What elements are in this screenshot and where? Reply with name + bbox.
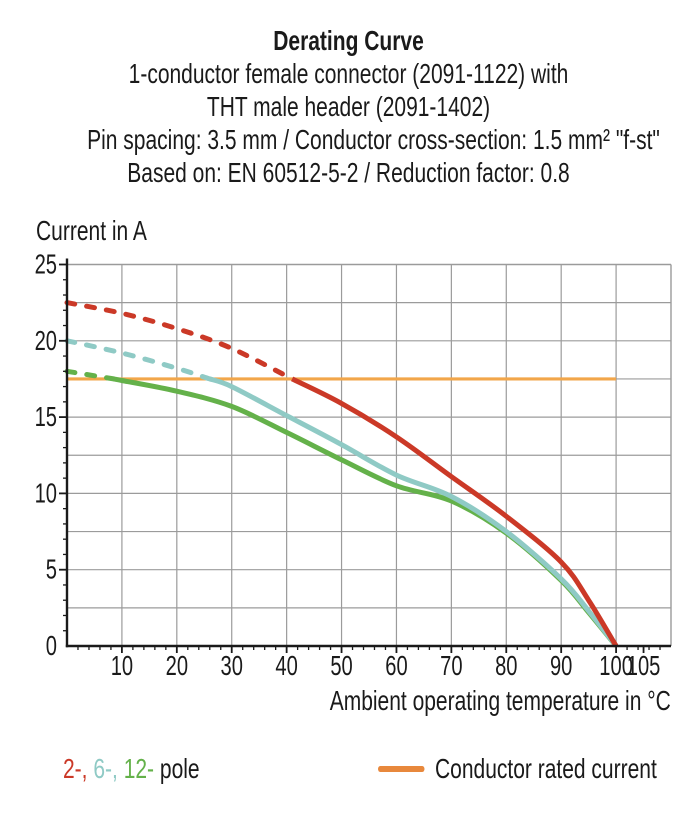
legend-pole-part: 2-, xyxy=(63,753,88,784)
legend-rated-label: Conductor rated current xyxy=(435,753,657,784)
y-tick-label: 20 xyxy=(35,326,57,357)
x-tick-label: 90 xyxy=(550,651,572,682)
curve-2-pole-solid xyxy=(290,376,619,648)
legend-pole-colored-parts: 2-, 6-, 12- xyxy=(63,753,154,784)
legend-rated-current: Conductor rated current xyxy=(378,753,657,785)
legend-pole-suffix: pole xyxy=(154,753,200,784)
chart-subtitle-line-3: Pin spacing: 3.5 mm / Conductor cross-se… xyxy=(87,124,660,155)
y-tick-label: 25 xyxy=(35,249,57,280)
y-tick-label: 5 xyxy=(46,555,57,586)
chart-subtitle-line-1: 1-conductor female connector (2091-1122)… xyxy=(128,58,569,89)
rated-current-line-swatch-icon xyxy=(378,766,425,772)
curve-6-pole-solid xyxy=(208,376,619,648)
chart-title: Derating Curve xyxy=(273,25,424,56)
x-tick-label: 105 xyxy=(627,651,661,682)
chart-subtitle-line-4: Based on: EN 60512-5-2 / Reduction facto… xyxy=(127,157,570,188)
x-tick-label: 30 xyxy=(221,651,243,682)
legend-pole-counts: 2-, 6-, 12- pole xyxy=(63,753,200,785)
y-tick-label: 0 xyxy=(46,631,57,662)
x-tick-label: 50 xyxy=(330,651,352,682)
legend-pole-part: 12- xyxy=(123,753,155,784)
curve-6-pole-dashed xyxy=(64,338,213,382)
chart-subtitle-line-2: THT male header (2091-1402) xyxy=(206,91,491,122)
y-axis-title: Current in A xyxy=(36,215,147,246)
x-tick-label: 100 xyxy=(599,651,633,682)
chart-header: Derating Curve 1-conductor female connec… xyxy=(87,24,660,189)
x-tick-label: 20 xyxy=(166,651,188,682)
x-tick-label: 80 xyxy=(495,651,517,682)
x-tick-label: 60 xyxy=(385,651,407,682)
x-tick-label: 40 xyxy=(275,651,297,682)
legend-pole-part: 6-, xyxy=(93,753,118,784)
y-tick-label: 10 xyxy=(35,478,57,509)
y-tick-label: 15 xyxy=(35,402,57,433)
x-axis-title: Ambient operating temperature in °C xyxy=(329,685,671,716)
x-tick-label: 70 xyxy=(440,651,462,682)
curve-2-pole-dashed xyxy=(64,300,295,382)
curve-12-pole-dashed xyxy=(64,368,117,382)
x-tick-label: 10 xyxy=(111,651,133,682)
